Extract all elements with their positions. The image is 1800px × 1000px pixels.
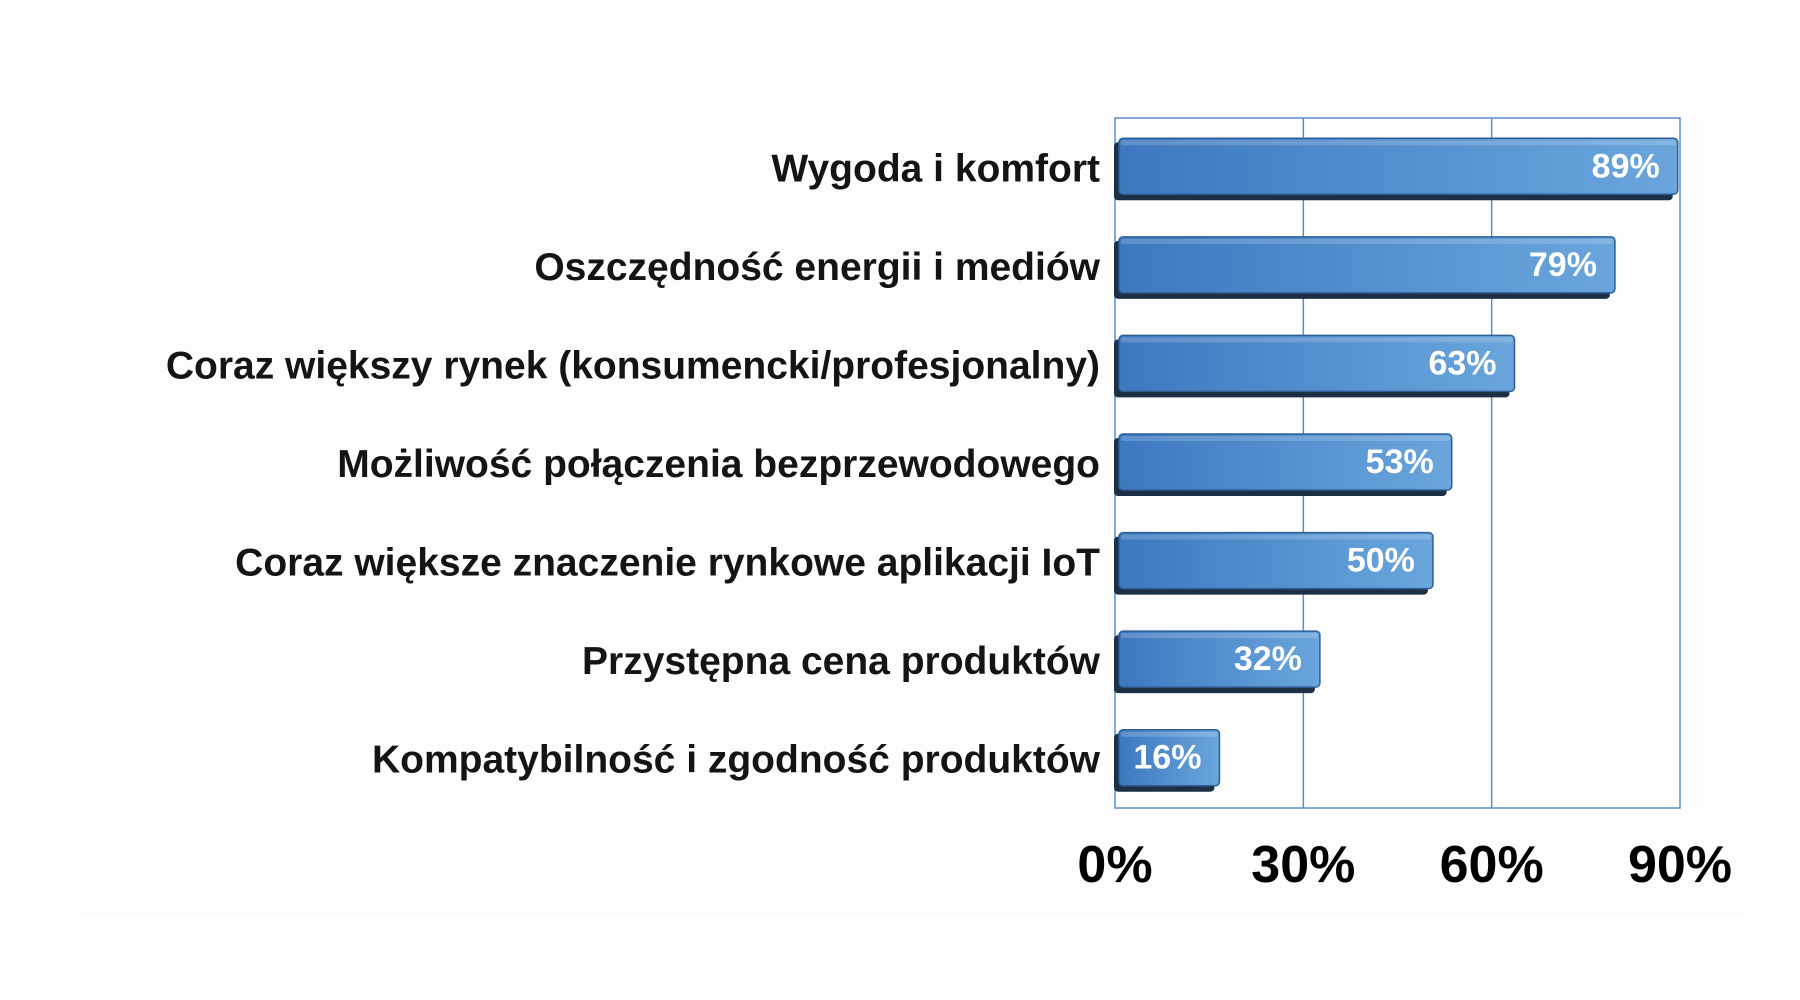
bar-highlight bbox=[1121, 337, 1513, 343]
category-label: Możliwość połączenia bezprzewodowego bbox=[337, 443, 1100, 486]
bar-highlight bbox=[1121, 633, 1318, 639]
bar-highlight bbox=[1121, 140, 1676, 146]
data-label: 89% bbox=[1592, 147, 1660, 185]
x-tick-label: 60% bbox=[1440, 836, 1544, 894]
category-label: Kompatybilność i zgodność produktów bbox=[372, 739, 1101, 782]
data-label: 32% bbox=[1234, 640, 1302, 678]
category-label: Coraz większy rynek (konsumencki/profesj… bbox=[166, 344, 1100, 387]
bar-highlight bbox=[1121, 534, 1431, 540]
chart-panel bbox=[80, 80, 1745, 915]
x-tick-label: 30% bbox=[1251, 836, 1355, 894]
category-label: Wygoda i komfort bbox=[771, 147, 1100, 190]
category-label: Przystępna cena produktów bbox=[582, 640, 1101, 683]
data-label: 63% bbox=[1428, 344, 1496, 382]
bar-highlight bbox=[1121, 731, 1218, 737]
data-label: 79% bbox=[1529, 246, 1597, 284]
bar bbox=[1118, 433, 1453, 491]
category-label: Oszczędność energii i mediów bbox=[534, 246, 1100, 289]
data-label: 50% bbox=[1347, 542, 1415, 580]
bar bbox=[1118, 236, 1616, 294]
x-tick-label: 90% bbox=[1628, 836, 1732, 894]
bar bbox=[1118, 334, 1516, 393]
bar-highlight bbox=[1121, 436, 1450, 441]
x-tick-label: 0% bbox=[1077, 836, 1152, 894]
bar bbox=[1118, 630, 1321, 688]
bar bbox=[1118, 137, 1679, 196]
bar bbox=[1118, 531, 1434, 590]
data-label: 16% bbox=[1133, 739, 1201, 777]
data-label: 53% bbox=[1366, 443, 1434, 481]
bar bbox=[1118, 728, 1221, 787]
bar-highlight bbox=[1121, 238, 1613, 244]
category-label: Coraz większe znaczenie rynkowe aplikacj… bbox=[235, 542, 1100, 585]
